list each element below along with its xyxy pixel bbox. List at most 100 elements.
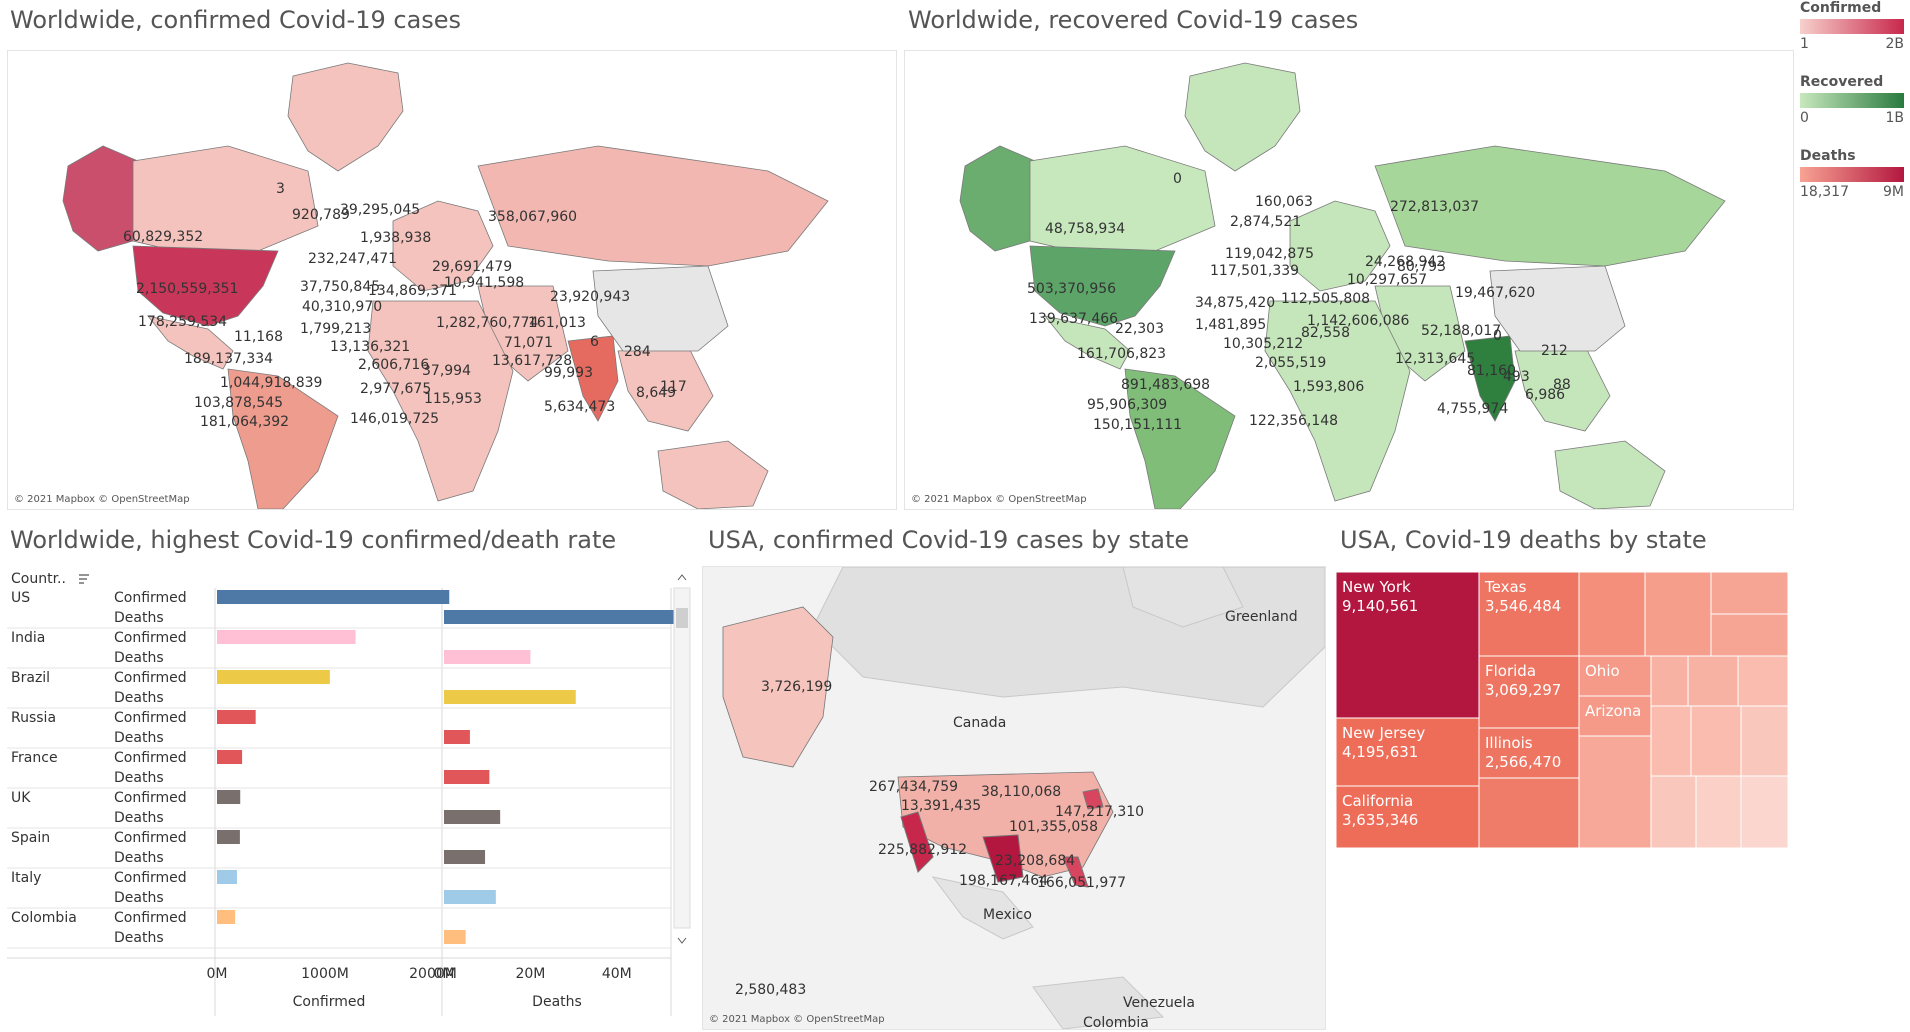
measure-label: Confirmed <box>114 790 187 806</box>
map-value-label: 48,758,934 <box>1045 221 1125 237</box>
map-value-label: 1,799,213 <box>300 321 371 337</box>
map-value-label: 10,305,212 <box>1223 336 1303 352</box>
deaths-bar <box>444 890 496 904</box>
map-attribution: © 2021 Mapbox © OpenStreetMap <box>709 1014 885 1025</box>
map-value-label: 37,750,845 <box>300 279 380 295</box>
land-europe <box>1289 200 1391 292</box>
confirmed-bar <box>217 670 330 684</box>
map-value-label: 181,064,392 <box>200 414 289 430</box>
treemap-cell <box>1650 705 1692 777</box>
legend-min: 1 <box>1800 36 1809 52</box>
treemap-cell <box>1710 571 1789 615</box>
state-alaska <box>722 606 834 768</box>
map-value-label: 150,151,111 <box>1093 417 1182 433</box>
map-value-label: 39,295,045 <box>340 202 420 218</box>
usa-deaths-treemap[interactable]: New York 9,140,561 Texas 3,546,484 Florida 3,… <box>1335 571 1789 849</box>
measure-label: Confirmed <box>114 830 187 846</box>
map-value-label: 103,878,545 <box>194 395 283 411</box>
usa-map-title: USA, confirmed Covid-19 cases by state <box>708 526 1190 554</box>
usa-map[interactable]: 3,726,199 267,434,759 38,110,068 13,391,435… <box>702 566 1326 1030</box>
measure-label: Confirmed <box>114 750 187 766</box>
recovered-world-map[interactable]: 0 160,063 272,813,037 2,874,521 48,758,934 11… <box>904 50 1794 510</box>
treemap-state-label: Florida <box>1485 662 1536 680</box>
map-value-label: 40,310,970 <box>302 299 382 315</box>
map-value-label: 11,168 <box>234 329 283 345</box>
legend-deaths: Deaths 18,317 9M <box>1800 148 1904 200</box>
usa-map-svg[interactable]: 3,726,199 267,434,759 38,110,06813,391,435… <box>703 567 1325 1029</box>
land-mexico <box>1043 315 1131 370</box>
measure-label: Deaths <box>114 810 164 826</box>
usa-value-label: 147,217,310 <box>1055 804 1144 820</box>
map-place-label: Greenland <box>1225 609 1298 625</box>
map-place-label: Canada <box>953 715 1006 731</box>
deaths-axis-title: Deaths <box>532 994 582 1010</box>
scrollbar-track <box>673 587 691 929</box>
map-value-label: 23,920,943 <box>550 289 630 305</box>
land-greenland <box>1122 567 1244 628</box>
map-value-label: 115,953 <box>424 391 482 407</box>
country-label: Brazil <box>11 670 50 686</box>
treemap-state-label: Illinois <box>1485 734 1533 752</box>
deaths-bar <box>444 690 576 704</box>
land-mexico <box>931 876 1034 940</box>
map-attribution: © 2021 Mapbox © OpenStreetMap <box>14 494 190 505</box>
treemap-cell <box>1650 775 1697 849</box>
map-value-label: 8,649 <box>636 385 676 401</box>
treemap-cell <box>1740 775 1789 849</box>
treemap-state-label: Arizona <box>1585 702 1641 720</box>
map-value-label: 6,986 <box>1525 387 1565 403</box>
legend-gradient <box>1800 93 1904 108</box>
map-value-label: 112,505,808 <box>1281 291 1370 307</box>
map-value-label: 80,793 <box>1397 259 1446 275</box>
treemap-value-label: 3,546,484 <box>1485 597 1561 615</box>
rate-bar-chart[interactable]: Countr.. US Confirmed Deaths India Confirmed D… <box>7 566 697 1026</box>
usa-value-label: 225,882,912 <box>878 842 967 858</box>
deaths-tick: 20M <box>515 966 545 982</box>
map-attribution: © 2021 Mapbox © OpenStreetMap <box>911 494 1087 505</box>
legend-max: 1B <box>1885 110 1904 126</box>
map-place-label: Mexico <box>983 907 1032 923</box>
map-value-label: 99,993 <box>544 365 593 381</box>
map-value-label: 2,150,559,351 <box>136 281 238 297</box>
recovered-map-svg[interactable]: 0 160,063 272,813,037 2,874,521 48,758,934 11… <box>905 51 1793 509</box>
land-canada <box>1029 145 1216 257</box>
treemap-value-label: 3,069,297 <box>1485 681 1561 699</box>
usa-land <box>722 567 1325 1029</box>
land-india <box>567 335 619 422</box>
world-land <box>959 62 1726 509</box>
legend-min: 18,317 <box>1800 184 1849 200</box>
measure-label: Deaths <box>114 770 164 786</box>
map-place-label: Colombia <box>1083 1015 1149 1029</box>
map-value-label: 134,869,371 <box>368 283 457 299</box>
scroll-down-icon <box>677 937 687 944</box>
map-value-label: 0 <box>1173 171 1182 187</box>
measure-label: Confirmed <box>114 630 187 646</box>
land-russia <box>1374 145 1726 267</box>
map-value-label: 88 <box>1553 377 1571 393</box>
state-newyork <box>1082 788 1104 810</box>
legend-confirmed: Confirmed 1 2B <box>1800 0 1904 52</box>
map-place-label: Venezuela <box>1123 995 1195 1011</box>
treemap-cell <box>1695 775 1742 849</box>
confirmed-bar <box>217 590 450 604</box>
measure-label: Deaths <box>114 850 164 866</box>
scrollbar-thumb <box>676 608 688 628</box>
land-samerica <box>1124 368 1236 509</box>
treemap-cell <box>1478 727 1580 779</box>
map-value-label: 5,634,473 <box>544 399 615 415</box>
measure-label: Deaths <box>114 930 164 946</box>
treemap-svg: New York9,140,561Texas3,546,484Florida3,… <box>1335 571 1789 849</box>
confirmed-bar <box>217 830 240 844</box>
map-value-label: 212 <box>1541 343 1568 359</box>
deaths-tick: 0M <box>434 966 455 982</box>
land-usa <box>1029 245 1176 327</box>
treemap-cell <box>1478 571 1580 657</box>
confirmed-world-map[interactable]: 3 920,789 39,295,045 358,067,960 60,829,352 1… <box>7 50 897 510</box>
land-canada <box>812 567 1325 708</box>
map-value-label: 82,558 <box>1301 325 1350 341</box>
legend-gradient <box>1800 167 1904 182</box>
measure-label: Confirmed <box>114 710 187 726</box>
treemap-cell <box>1644 571 1712 657</box>
usa-value-label: 166,051,977 <box>1037 875 1126 891</box>
